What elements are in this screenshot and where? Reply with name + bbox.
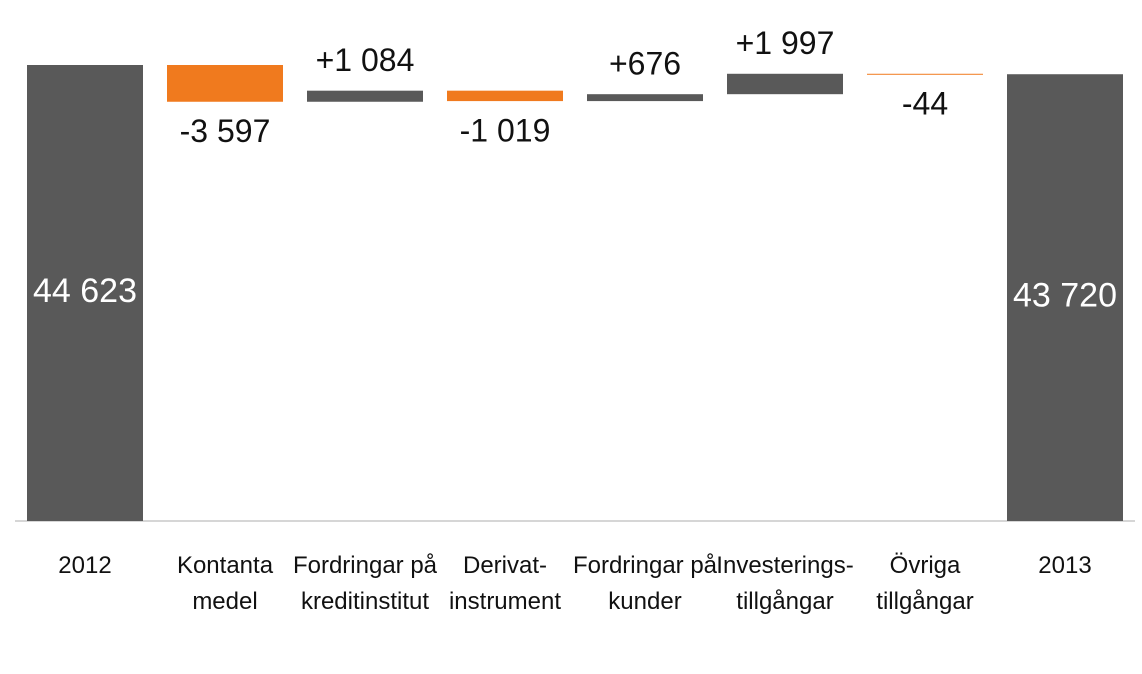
category-label: Derivat-instrument <box>448 552 562 615</box>
increase-bar <box>727 73 843 95</box>
value-label: 44 623 <box>33 272 137 310</box>
category-label: Kontanta medel <box>176 552 274 615</box>
increase-bar <box>307 90 423 102</box>
decrease-bar <box>867 73 983 75</box>
total-bar <box>27 65 143 521</box>
value-label: 43 720 <box>1013 277 1117 315</box>
category-label: 2013 <box>1038 552 1092 579</box>
value-label: -44 <box>902 86 948 122</box>
category-label: 2012 <box>58 552 112 579</box>
value-label: +676 <box>609 46 681 82</box>
category-label: Övriga tillgångar <box>876 552 974 615</box>
increase-bar <box>587 94 703 102</box>
total-bar <box>1007 74 1123 521</box>
decrease-bar <box>167 65 283 102</box>
value-label: -1 019 <box>460 113 551 149</box>
value-label: -3 597 <box>180 113 271 149</box>
decrease-bar <box>447 90 563 102</box>
value-label: +1 997 <box>736 25 835 61</box>
category-label: Fordringar på kreditinstitut <box>292 552 438 615</box>
category-label: Fordringar på kunder <box>572 552 718 615</box>
value-label: +1 084 <box>316 42 415 78</box>
category-label: Investerings-tillgångar <box>716 552 854 615</box>
